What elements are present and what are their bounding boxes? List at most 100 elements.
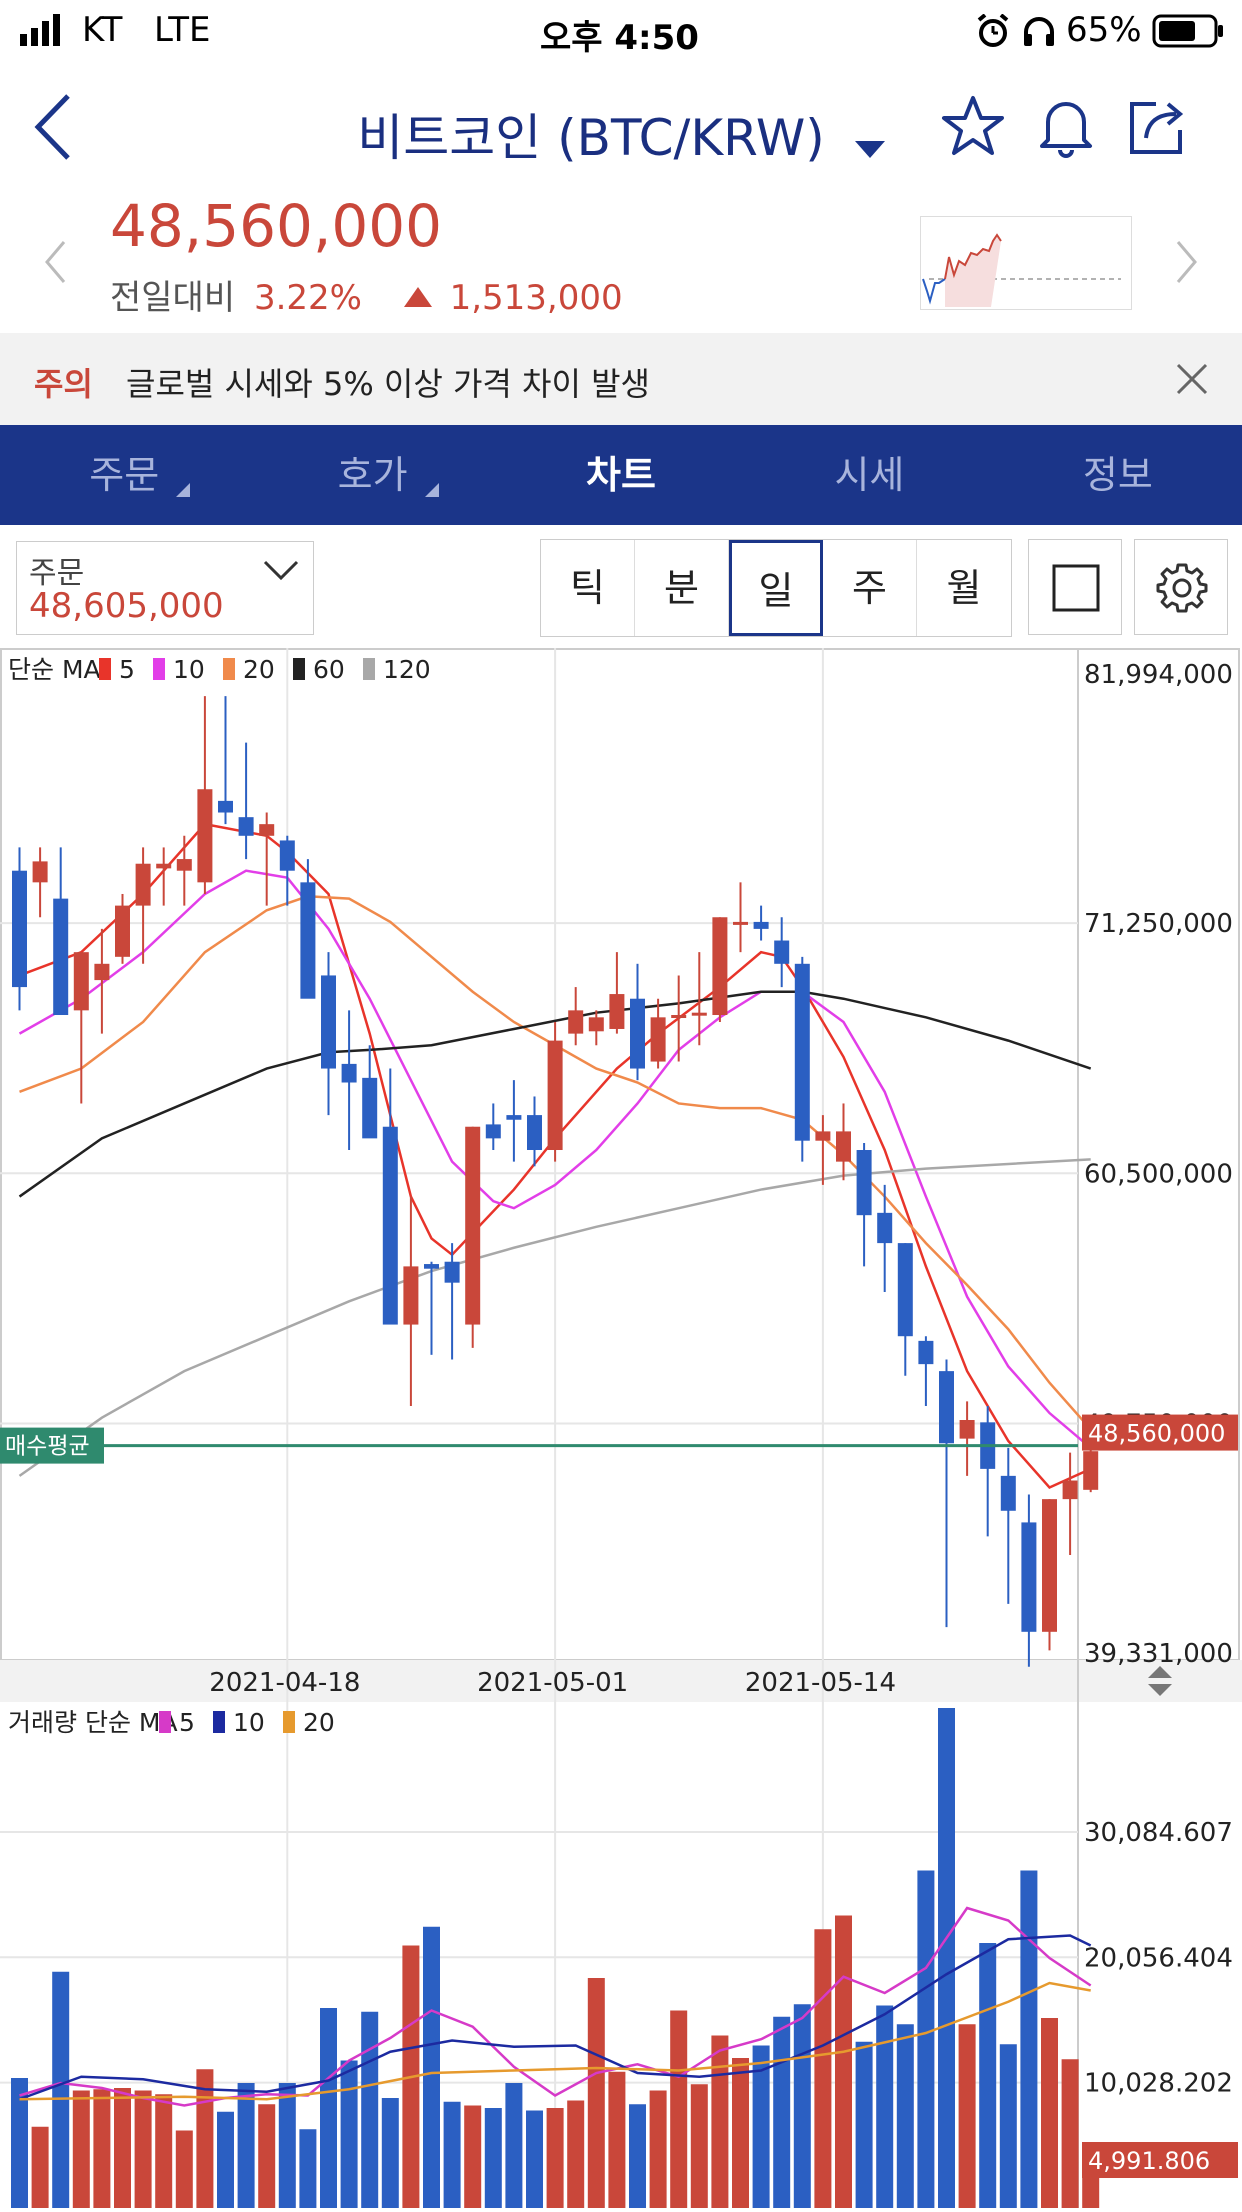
- candle: [403, 1266, 419, 1325]
- star-icon[interactable]: [940, 94, 1006, 162]
- volume-bar: [1041, 2018, 1058, 2208]
- order-label: 주문: [29, 556, 85, 591]
- current-volume-tag: [1082, 2142, 1238, 2178]
- volume-bar: [690, 2084, 708, 2208]
- corner-indicator-icon: [424, 483, 439, 497]
- square-icon: [1052, 564, 1100, 616]
- fullscreen-button[interactable]: [1028, 539, 1122, 635]
- alarm-icon: [976, 13, 1010, 52]
- bell-icon[interactable]: [1034, 94, 1098, 162]
- ma-5-line: [19, 822, 1092, 1490]
- candle: [321, 975, 336, 1069]
- volume-bar: [587, 1978, 605, 2208]
- tab-orderbook[interactable]: 호가: [248, 425, 496, 525]
- volume-bar: [752, 2045, 770, 2208]
- ma-legend-item: 5: [119, 655, 135, 684]
- clock: 오후 4:50: [540, 18, 699, 58]
- tab-info[interactable]: 정보: [994, 425, 1242, 525]
- price-tick-label: 39,331,000: [1084, 1639, 1233, 1669]
- ma-legend-item: 10: [173, 655, 205, 684]
- volume-bar: [814, 1929, 832, 2208]
- period-selector: 틱 분 일 주 월: [540, 539, 1012, 637]
- volume-ma-legend-item: 20: [303, 1708, 335, 1737]
- candle: [856, 1150, 872, 1216]
- volume-tick-label: 20,056.404: [1084, 1943, 1233, 1973]
- share-icon[interactable]: [1126, 94, 1190, 162]
- candle: [774, 940, 790, 964]
- volume-bar: [72, 2090, 90, 2208]
- volume-ma-5-line: [19, 1906, 1092, 2107]
- price-chart[interactable]: 81,994,00071,250,00060,500,00049,750,000…: [0, 648, 1242, 2208]
- volume-bar: [773, 2016, 791, 2208]
- period-minute-button[interactable]: 분: [635, 540, 729, 636]
- order-dropdown[interactable]: 주문 48,605,000: [16, 541, 314, 635]
- candle: [156, 863, 172, 869]
- market-title[interactable]: 비트코인 (BTC/KRW): [0, 98, 1242, 171]
- candle: [32, 861, 48, 883]
- volume-bar: [484, 2108, 502, 2208]
- candle: [527, 1115, 542, 1151]
- volume-bar: [917, 1870, 935, 2208]
- candle: [1083, 1451, 1099, 1490]
- prev-market-icon[interactable]: [44, 240, 66, 288]
- settings-button[interactable]: [1134, 539, 1228, 635]
- tab-order[interactable]: 주문: [0, 425, 248, 525]
- status-bar: KT LTE 오후 4:50 65%: [0, 0, 1242, 62]
- volume-ma-20-line: [19, 1981, 1091, 2101]
- resize-handle-icon[interactable]: [1148, 1666, 1172, 1696]
- candle: [1062, 1480, 1078, 1500]
- volume-bar: [999, 2044, 1017, 2208]
- candle: [630, 998, 645, 1069]
- corner-indicator-icon: [176, 483, 191, 497]
- ma-legend-item: 20: [243, 655, 275, 684]
- ma-legend-item: 60: [313, 655, 345, 684]
- volume-bar: [979, 1943, 997, 2208]
- triangle-up-icon: [403, 278, 433, 318]
- back-icon[interactable]: [30, 92, 76, 166]
- ma-legend-item: 120: [383, 655, 431, 684]
- volume-ma-legend-swatch: [283, 1711, 295, 1733]
- period-tick-button[interactable]: 틱: [541, 540, 635, 636]
- volume-bar: [423, 1926, 440, 2208]
- volume-ma-legend-swatch: [213, 1711, 225, 1733]
- tab-quotes[interactable]: 시세: [745, 425, 993, 525]
- candle: [12, 870, 27, 988]
- candle: [671, 1015, 687, 1019]
- period-month-button[interactable]: 월: [946, 566, 982, 610]
- change-label: 전일대비: [110, 278, 236, 318]
- volume-bar: [114, 2088, 131, 2208]
- volume-tick-label: 30,084.607: [1084, 1818, 1233, 1848]
- period-day-button[interactable]: 일: [729, 540, 823, 636]
- volume-bar: [464, 2105, 482, 2208]
- volume-bar: [299, 2129, 317, 2208]
- next-market-icon[interactable]: [1176, 240, 1198, 288]
- volume-bar: [567, 2100, 585, 2208]
- battery-percent: 65%: [1066, 10, 1142, 50]
- period-week-button[interactable]: 주: [823, 540, 917, 636]
- candle: [794, 963, 810, 1141]
- candle: [135, 863, 151, 906]
- candle: [897, 1243, 913, 1337]
- candle: [465, 1126, 481, 1325]
- candle: [341, 1063, 357, 1083]
- volume-bar: [793, 2004, 811, 2208]
- tab-label: 호가: [337, 453, 408, 497]
- candle: [300, 882, 316, 999]
- volume-bar: [258, 2104, 276, 2208]
- candle: [918, 1340, 934, 1365]
- ma-legend-swatch: [99, 658, 111, 680]
- candle: [877, 1212, 893, 1244]
- close-icon[interactable]: [1176, 363, 1208, 399]
- tab-chart[interactable]: 차트: [497, 425, 745, 525]
- candle: [815, 1131, 831, 1141]
- chart-area[interactable]: 81,994,00071,250,00060,500,00049,750,000…: [0, 648, 1242, 2208]
- candle: [753, 921, 769, 929]
- volume-bar: [155, 2094, 173, 2208]
- candle: [609, 994, 625, 1029]
- ma-legend-swatch: [363, 658, 375, 680]
- candle: [588, 1017, 604, 1032]
- headphones-icon: [1022, 14, 1056, 52]
- candle: [485, 1124, 501, 1139]
- ma-legend-swatch: [293, 658, 305, 680]
- volume-bar: [381, 2098, 399, 2208]
